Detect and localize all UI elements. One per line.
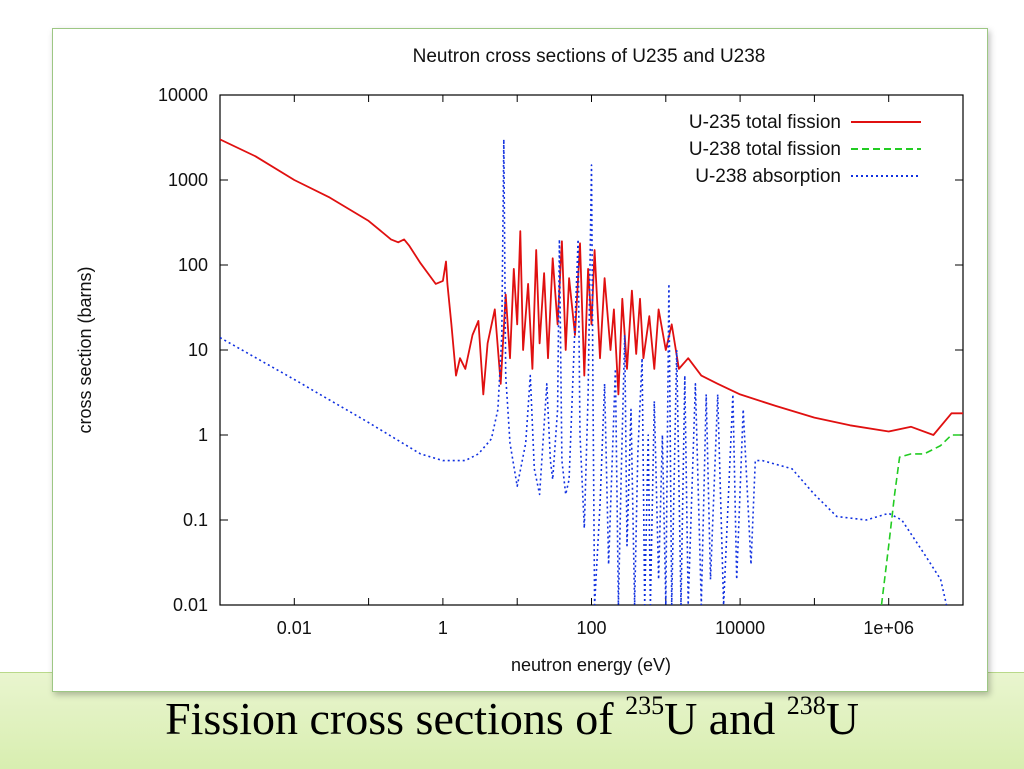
isotope-238-mass: 238 bbox=[786, 691, 826, 720]
x-tick-label: 1 bbox=[438, 618, 448, 638]
chart-title: Neutron cross sections of U235 and U238 bbox=[413, 46, 766, 67]
isotope-235-mass: 235 bbox=[625, 691, 665, 720]
plot-area bbox=[219, 94, 964, 606]
legend: U-235 total fission U-238 total fission U-… bbox=[689, 112, 921, 187]
series-line-1 bbox=[220, 138, 963, 436]
caption-text: Fission cross sections of bbox=[165, 693, 626, 744]
legend-entry-label: U-238 absorption bbox=[695, 166, 841, 187]
cross-section-chart: Neutron cross sections of U235 and U238 … bbox=[75, 46, 964, 675]
legend-entry-label: U-238 total fission bbox=[689, 139, 841, 160]
y-tick-label: 0.01 bbox=[173, 595, 208, 615]
x-tick-label: 10000 bbox=[715, 618, 765, 638]
series-line-2 bbox=[880, 434, 963, 605]
isotope-235-symbol: U and bbox=[664, 693, 787, 744]
isotope-238-symbol: U bbox=[825, 693, 859, 744]
legend-entry-label: U-235 total fission bbox=[689, 112, 841, 133]
x-tick-label: 0.01 bbox=[277, 618, 312, 638]
x-tick-label: 1e+06 bbox=[863, 618, 914, 638]
x-tick-label: 100 bbox=[576, 618, 606, 638]
y-tick-label: 10 bbox=[188, 340, 208, 360]
y-tick-label: 1 bbox=[198, 425, 208, 445]
y-tick-label: 1000 bbox=[168, 170, 208, 190]
y-axis-label: cross section (barns) bbox=[75, 266, 95, 433]
series-layer bbox=[220, 138, 963, 605]
chart-frame: Neutron cross sections of U235 and U238 … bbox=[52, 28, 988, 692]
axis-ticks: 0.01 1 100 10000 1e+06 0.01 0.1 1 10 100 1000 10000 bbox=[158, 85, 964, 638]
x-axis-label: neutron energy (eV) bbox=[511, 655, 671, 675]
series-line-3 bbox=[220, 138, 948, 605]
y-tick-label: 100 bbox=[178, 255, 208, 275]
y-tick-label: 10000 bbox=[158, 85, 208, 105]
slide-caption: Fission cross sections of 235U and 238U bbox=[0, 692, 1024, 745]
y-tick-label: 0.1 bbox=[183, 510, 208, 530]
